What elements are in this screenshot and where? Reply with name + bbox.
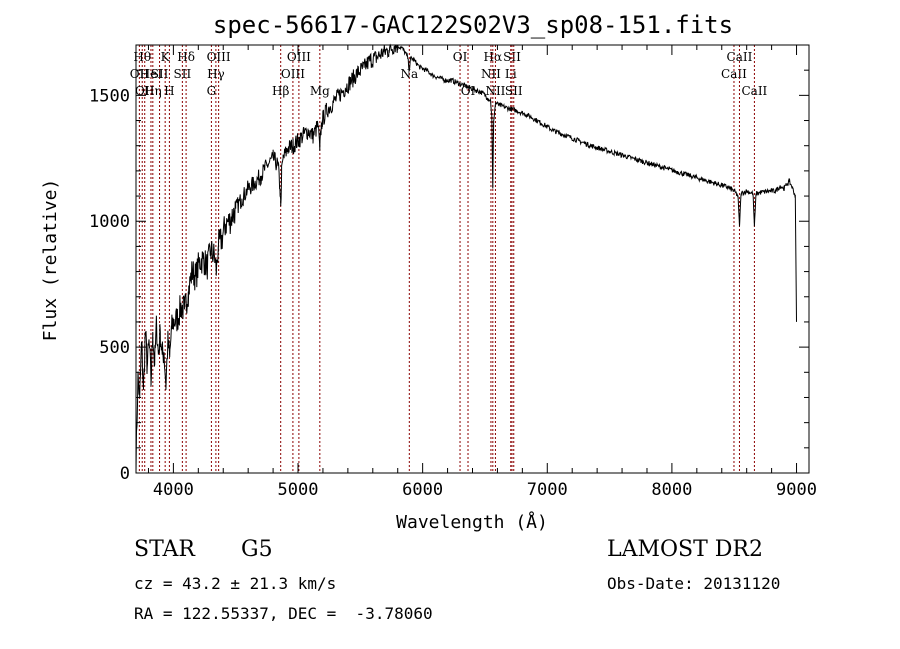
y-tick-label: 500 — [99, 338, 130, 358]
marker-label: Hγ — [207, 67, 225, 81]
marker-label: OIII — [281, 67, 305, 81]
x-tick-label: 9000 — [776, 480, 817, 500]
x-tick-label: 6000 — [402, 480, 443, 500]
line-markers: HθOIIOIIHηHeISIIKHHδSIIGHγOIIIHβOIIIOIII… — [130, 45, 768, 473]
marker-label: Hα — [484, 50, 503, 64]
marker-label: K — [161, 50, 171, 64]
marker-label: HeI — [140, 67, 163, 81]
marker-label: OI — [461, 84, 476, 98]
survey-name: LAMOST DR2 — [607, 537, 763, 562]
x-tick-label: 4000 — [153, 480, 194, 500]
chart-title: spec-56617-GAC122S02V3_sp08-151.fits — [213, 11, 733, 39]
y-tick-label: 1500 — [89, 86, 130, 106]
marker-label: OIII — [287, 50, 311, 64]
marker-label: SII — [151, 67, 169, 81]
axes: 4000 5000 6000 7000 8000 9000 0 500 1000 1500 — [89, 44, 817, 500]
marker-label: Mg — [310, 84, 330, 98]
obs-date-text: Obs-Date: 20131120 — [607, 574, 781, 593]
marker-label: OIII — [207, 50, 231, 64]
marker-label: OI — [453, 50, 468, 64]
x-tick-label: 5000 — [278, 480, 319, 500]
marker-label: H — [164, 84, 174, 98]
marker-label: NII — [485, 84, 505, 98]
redshift-text: cz = 43.2 ± 21.3 km/s — [134, 574, 337, 593]
marker-label: OII — [135, 84, 155, 98]
marker-label: Hθ — [133, 50, 151, 64]
marker-label: NII — [481, 67, 501, 81]
marker-label: G — [207, 84, 217, 98]
marker-label: CaII — [741, 84, 767, 98]
marker-label: CaII — [727, 50, 753, 64]
object-class: STAR — [134, 537, 195, 562]
marker-label: Hη — [144, 84, 162, 98]
object-subclass: G5 — [241, 537, 273, 562]
marker-label: CaII — [721, 67, 747, 81]
marker-label: Li — [505, 67, 517, 81]
y-tick-label: 1000 — [89, 212, 130, 232]
marker-label: Hβ — [272, 84, 289, 98]
marker-label: Na — [400, 67, 418, 81]
x-tick-label: 7000 — [527, 480, 568, 500]
coordinates-text: RA = 122.55337, DEC = -3.78060 — [134, 604, 433, 623]
marker-label: SII — [505, 84, 523, 98]
spectrum-line-0 — [135, 43, 797, 474]
x-axis-label: Wavelength (Å) — [396, 511, 548, 533]
marker-label: SII — [503, 50, 521, 64]
y-axis-label: Flux (relative) — [40, 179, 61, 342]
marker-label: Hδ — [177, 50, 195, 64]
y-tick-label: 0 — [120, 464, 130, 484]
spectrum-series — [135, 43, 797, 474]
x-tick-label: 8000 — [651, 480, 692, 500]
marker-label: SII — [174, 67, 192, 81]
plot-frame — [135, 44, 810, 474]
